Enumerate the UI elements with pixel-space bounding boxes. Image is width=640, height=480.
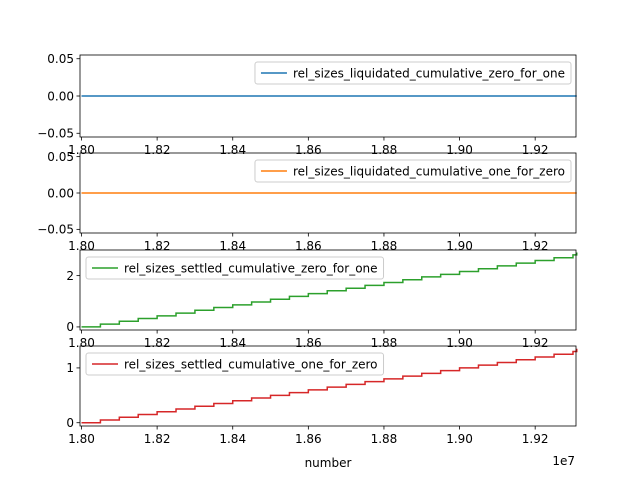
- axes-frame: [79, 54, 577, 138]
- chart-panels: 0.05 0.00 −0.05 1.80 1.82 1.84 1.86 1.88 1.90 1.9…: [37, 52, 578, 446]
- series-line: [81, 252, 578, 328]
- x-tick-label: 1.88: [371, 336, 398, 350]
- x-axis-offset-label: 1e7: [552, 454, 575, 468]
- legend-box: [85, 256, 385, 280]
- panel-2: 0.05 0.00 −0.05 1.80 1.82 1.84 1.86 1.88 1.90 1.9…: [37, 150, 577, 253]
- legend-box: [254, 159, 572, 183]
- legend-label: rel_sizes_settled_cumulative_one_for_zer…: [124, 357, 378, 371]
- x-tick-label: 1.92: [522, 239, 549, 253]
- x-tick-label: 1.88: [371, 432, 398, 446]
- legend: rel_sizes_liquidated_cumulative_one_for_…: [254, 159, 572, 183]
- y-tick-label: −0.05: [37, 127, 74, 141]
- x-tick-label: 1.90: [446, 432, 473, 446]
- panel-3: 0 2 1.80 1.82 1.84 1.86 1.88 1.90 1.92 rel_sizes_…: [66, 249, 578, 350]
- y-tick-label: 0: [66, 320, 74, 334]
- y-tick-label: 0.05: [47, 150, 74, 164]
- y-tick-label: 2: [66, 269, 74, 283]
- axes-frame: [79, 249, 577, 331]
- legend-label: rel_sizes_liquidated_cumulative_one_for_…: [293, 164, 565, 178]
- x-tick-label: 1.84: [219, 143, 246, 157]
- x-axis-label: number: [305, 456, 352, 470]
- x-tick-label: 1.86: [295, 336, 322, 350]
- y-tick-label: 1: [66, 361, 74, 375]
- y-tick-label: 0.00: [47, 186, 74, 200]
- x-tick-label: 1.86: [295, 239, 322, 253]
- legend-label: rel_sizes_settled_cumulative_zero_for_on…: [124, 261, 378, 275]
- x-tick-label: 1.82: [144, 239, 171, 253]
- axes-frame: [79, 152, 577, 234]
- x-tick-label: 1.88: [371, 143, 398, 157]
- y-tick-label: 0: [66, 416, 74, 430]
- y-tick-label: 0.05: [47, 52, 74, 66]
- legend-box: [254, 61, 572, 85]
- x-tick-label: 1.86: [295, 143, 322, 157]
- x-tick-label: 1.82: [144, 143, 171, 157]
- panel-1: 0.05 0.00 −0.05 1.80 1.82 1.84 1.86 1.88 1.90 1.9…: [37, 52, 577, 157]
- x-tick-label: 1.82: [144, 336, 171, 350]
- x-tick-label: 1.80: [68, 336, 95, 350]
- x-tick-label: 1.82: [144, 432, 171, 446]
- series-line: [81, 348, 578, 424]
- panel-4: 0 1 1.80 1.82 1.84 1.86 1.88 1.90 1.92 rel_sizes_…: [66, 345, 578, 446]
- legend-box: [85, 352, 385, 376]
- x-tick-label: 1.80: [68, 239, 95, 253]
- legend: rel_sizes_settled_cumulative_zero_for_on…: [85, 256, 385, 280]
- axes-frame: [79, 345, 577, 427]
- x-tick-label: 1.84: [219, 336, 246, 350]
- x-tick-label: 1.86: [295, 432, 322, 446]
- x-tick-label: 1.92: [522, 336, 549, 350]
- x-tick-label: 1.90: [446, 143, 473, 157]
- x-tick-label: 1.92: [522, 143, 549, 157]
- x-tick-label: 1.80: [68, 432, 95, 446]
- x-tick-label: 1.92: [522, 432, 549, 446]
- legend-label: rel_sizes_liquidated_cumulative_zero_for…: [293, 66, 565, 80]
- x-tick-label: 1.84: [219, 432, 246, 446]
- y-tick-label: −0.05: [37, 223, 74, 237]
- x-tick-label: 1.88: [371, 239, 398, 253]
- x-tick-label: 1.84: [219, 239, 246, 253]
- x-tick-label: 1.90: [446, 239, 473, 253]
- legend: rel_sizes_settled_cumulative_one_for_zer…: [85, 352, 385, 376]
- legend: rel_sizes_liquidated_cumulative_zero_for…: [254, 61, 572, 85]
- y-tick-label: 0.00: [47, 89, 74, 103]
- x-tick-label: 1.80: [68, 143, 95, 157]
- x-tick-label: 1.90: [446, 336, 473, 350]
